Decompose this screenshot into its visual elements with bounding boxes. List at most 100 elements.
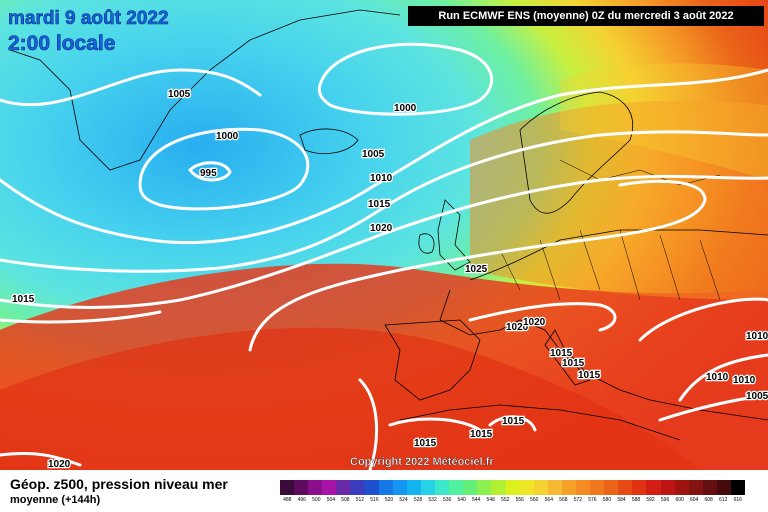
scale-swatch xyxy=(618,480,633,495)
scale-swatch xyxy=(308,480,323,495)
scale-label: 600 xyxy=(675,497,684,503)
scale-swatch xyxy=(491,480,506,495)
scale-label: 608 xyxy=(704,497,713,503)
isobar-label-1020-a: 1020 xyxy=(370,223,393,234)
isobar-label-1020-d: 1020 xyxy=(48,459,71,470)
isobar-label-1005-b: 1005 xyxy=(362,149,385,160)
isobar-labels: 1005 1000 995 1000 1005 1010 1015 1020 1… xyxy=(11,88,768,470)
isobar-label-1010-a: 1010 xyxy=(370,173,393,184)
scale-swatch xyxy=(688,480,703,495)
scale-label: 516 xyxy=(370,497,379,503)
color-scale: 488 496 500 504 508 512 516 520 524 528 532 536 540 5… xyxy=(280,480,746,503)
color-scale-labels: 488 496 500 504 508 512 516 520 524 528 532 536 540 5… xyxy=(280,497,745,503)
scale-swatch xyxy=(294,480,309,495)
scale-swatch xyxy=(463,480,478,495)
scale-label: 604 xyxy=(689,497,699,503)
forecast-date: mardi 9 août 2022 xyxy=(8,8,169,30)
copyright-text: Copyright 2022 Météociel.fr xyxy=(350,456,494,468)
scale-label: 512 xyxy=(355,497,365,503)
scale-label: 580 xyxy=(602,497,612,503)
scale-swatch xyxy=(575,480,591,495)
isobar-label-1005-a: 1005 xyxy=(168,89,191,100)
scale-label: 520 xyxy=(384,497,394,503)
isobar-label-1005-c: 1005 xyxy=(746,391,768,402)
coastlines xyxy=(9,9,768,441)
scale-label: 552 xyxy=(501,497,510,503)
scale-label: 564 xyxy=(544,497,553,503)
scale-swatch xyxy=(702,480,717,495)
scale-swatch xyxy=(406,480,421,495)
scale-label: 576 xyxy=(588,497,597,503)
isobar-label-995: 995 xyxy=(200,168,217,179)
map-canvas: 1005 1000 995 1000 1005 1010 1015 1020 1… xyxy=(0,0,768,470)
scale-swatch xyxy=(420,480,436,495)
scale-label: 488 xyxy=(283,497,292,503)
scale-label: 588 xyxy=(631,497,641,503)
scale-swatch xyxy=(336,480,351,495)
isobar-label-1020-c: 1020 xyxy=(523,317,546,328)
scale-swatch xyxy=(590,480,605,495)
run-banner: Run ECMWF ENS (moyenne) 0Z du mercredi 3… xyxy=(408,6,764,26)
scale-label: 548 xyxy=(486,497,495,503)
scale-label: 504 xyxy=(326,497,336,503)
scale-swatch xyxy=(519,480,534,495)
isobar-label-1010-d: 1010 xyxy=(746,331,768,342)
scale-label: 560 xyxy=(530,497,539,503)
scale-label: 540 xyxy=(457,497,466,503)
forecast-time: 2:00 locale xyxy=(8,32,116,56)
scale-swatch xyxy=(392,480,407,495)
scale-label: 524 xyxy=(399,497,408,503)
color-scale-swatches xyxy=(280,480,746,495)
scale-label: 584 xyxy=(617,497,626,503)
isobar-label-1025: 1025 xyxy=(465,264,488,275)
isobar-label-1000-a: 1000 xyxy=(216,131,239,142)
scale-label: 596 xyxy=(660,497,670,503)
scale-label: 496 xyxy=(297,497,306,503)
scale-label: 544 xyxy=(472,497,481,503)
scale-label: 536 xyxy=(442,497,452,503)
scale-label: 556 xyxy=(515,497,524,503)
scale-swatch xyxy=(632,480,647,495)
scale-swatch xyxy=(350,480,365,495)
legend-title: Géop. z500, pression niveau mer xyxy=(10,476,228,492)
isobar-label-1015-h: 1015 xyxy=(470,429,493,440)
scale-label: 568 xyxy=(559,497,568,503)
scale-label: 508 xyxy=(341,497,350,503)
isobar-label-1015-c: 1015 xyxy=(550,348,573,359)
scale-swatch xyxy=(322,480,337,495)
scale-swatch xyxy=(378,480,393,495)
scale-swatch xyxy=(604,480,619,495)
scale-swatch xyxy=(547,480,562,495)
isobar-label-1000-b: 1000 xyxy=(394,103,417,114)
scale-swatch xyxy=(674,480,689,495)
isobar-label-1020-b: 1020 xyxy=(506,322,529,333)
isobar-label-1015-a: 1015 xyxy=(368,199,391,210)
isobars xyxy=(0,42,768,470)
run-info-text: Run ECMWF ENS (moyenne) 0Z du mercredi 3… xyxy=(438,10,734,22)
scale-label: 532 xyxy=(428,497,437,503)
scale-swatch xyxy=(716,480,731,495)
isobar-label-1015-e: 1015 xyxy=(578,370,601,381)
scale-label: 616 xyxy=(733,497,742,503)
scale-swatch xyxy=(660,480,675,495)
isobar-label-1015-d: 1015 xyxy=(562,358,585,369)
scale-swatch xyxy=(280,480,295,495)
orange-field-northeast xyxy=(470,100,768,300)
scale-swatch xyxy=(477,480,492,495)
scale-swatch xyxy=(731,480,746,495)
isobar-label-1010-c: 1010 xyxy=(733,375,756,386)
yellow-field-northeast xyxy=(560,63,768,180)
scale-label: 612 xyxy=(719,497,728,503)
scale-swatch xyxy=(646,480,661,495)
warm-core-south xyxy=(0,327,700,470)
scale-swatch xyxy=(449,480,464,495)
scale-label: 592 xyxy=(646,497,655,503)
scale-label: 572 xyxy=(573,497,583,503)
scale-swatch xyxy=(561,480,576,495)
scale-swatch xyxy=(364,480,379,495)
isobar-label-1015-f: 1015 xyxy=(502,416,525,427)
scale-swatch xyxy=(505,480,520,495)
isobar-label-1015-g: 1015 xyxy=(414,438,437,449)
scale-label: 500 xyxy=(312,497,321,503)
